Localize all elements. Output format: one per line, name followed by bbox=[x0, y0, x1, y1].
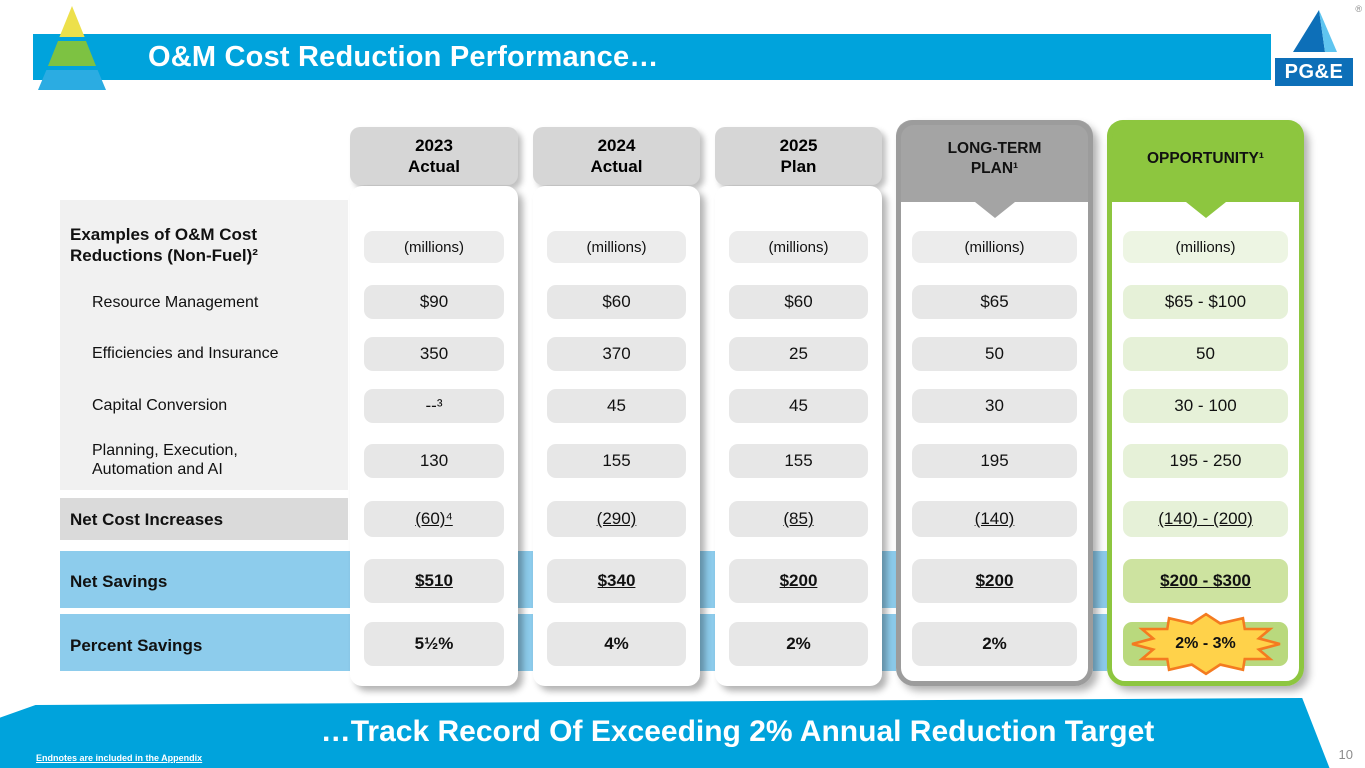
column-header-fill bbox=[1107, 120, 1304, 202]
units-cell: (millions) bbox=[729, 231, 868, 263]
resource-management-cell: $65 bbox=[912, 285, 1077, 319]
pge-logo: PG&E bbox=[1275, 8, 1353, 90]
column-2023-actual: 2023 Actual (millions) $90 350 --³ 130 (… bbox=[350, 120, 518, 686]
capital-conversion-cell: 45 bbox=[547, 389, 686, 423]
efficiencies-cell: 370 bbox=[547, 337, 686, 371]
units-cell: (millions) bbox=[364, 231, 504, 263]
planning-cell: 155 bbox=[729, 444, 868, 478]
net-cost-cell: (85) bbox=[729, 501, 868, 537]
net-cost-band bbox=[60, 498, 348, 540]
planning-cell: 130 bbox=[364, 444, 504, 478]
efficiencies-cell: 50 bbox=[1123, 337, 1288, 371]
net-savings-cell: $200 bbox=[912, 559, 1077, 603]
percent-savings-cell: 4% bbox=[547, 622, 686, 666]
registered-trademark: ® bbox=[1355, 4, 1362, 14]
net-savings-cell: $510 bbox=[364, 559, 504, 603]
column-header: OPPORTUNITY¹ bbox=[1146, 149, 1265, 167]
pyramid-logo-icon bbox=[36, 4, 108, 97]
resource-management-cell: $65 - $100 bbox=[1123, 285, 1288, 319]
units-cell: (millions) bbox=[547, 231, 686, 263]
net-cost-cell: (60)⁴ bbox=[364, 501, 504, 537]
capital-conversion-cell: 45 bbox=[729, 389, 868, 423]
section-header-label: Examples of O&M Cost Reductions (Non-Fue… bbox=[70, 225, 258, 266]
row-label-percent-savings: Percent Savings bbox=[70, 636, 203, 655]
endnotes-link[interactable]: Endnotes are included in the Appendix bbox=[36, 753, 203, 763]
resource-management-cell: $60 bbox=[729, 285, 868, 319]
page-title: O&M Cost Reduction Performance… bbox=[148, 41, 659, 73]
column-header-fill bbox=[896, 120, 1093, 202]
efficiencies-cell: 25 bbox=[729, 337, 868, 371]
column-2025-plan: 2025 Plan (millions) $60 25 45 155 (85) … bbox=[715, 120, 882, 686]
pge-sail-icon bbox=[1293, 10, 1337, 52]
net-cost-cell: (140) bbox=[912, 501, 1077, 537]
header-notch-icon bbox=[974, 202, 1015, 218]
column-long-term-plan: LONG-TERM PLAN¹ (millions) $65 50 30 195… bbox=[896, 120, 1093, 686]
capital-conversion-cell: 30 bbox=[912, 389, 1077, 423]
percent-savings-cell: 2% bbox=[912, 622, 1077, 666]
resource-management-cell: $60 bbox=[547, 285, 686, 319]
row-labels-panel bbox=[60, 200, 348, 490]
footer-banner: …Track Record Of Exceeding 2% Annual Red… bbox=[0, 698, 1330, 768]
column-2024-actual: 2024 Actual (millions) $60 370 45 155 (2… bbox=[533, 120, 700, 686]
row-label-capital-conversion: Capital Conversion bbox=[92, 397, 228, 414]
planning-cell: 155 bbox=[547, 444, 686, 478]
starburst-highlight: 2% - 3% bbox=[1130, 612, 1282, 676]
column-header: 2024 Actual bbox=[533, 127, 700, 185]
column-header: 2025 Plan bbox=[715, 127, 882, 185]
efficiencies-cell: 50 bbox=[912, 337, 1077, 371]
planning-cell: 195 - 250 bbox=[1123, 444, 1288, 478]
percent-savings-cell: 2% bbox=[729, 622, 868, 666]
starburst-icon bbox=[1131, 612, 1280, 676]
capital-conversion-cell: --³ bbox=[364, 389, 504, 423]
row-label-planning: Planning, Execution, Automation and AI bbox=[92, 442, 238, 479]
column-opportunity: OPPORTUNITY¹ (millions) $65 - $100 50 30… bbox=[1107, 120, 1304, 686]
capital-conversion-cell: 30 - 100 bbox=[1123, 389, 1288, 423]
page-number: 10 bbox=[1338, 747, 1353, 762]
title-bar: O&M Cost Reduction Performance… bbox=[33, 34, 1271, 80]
percent-savings-value: 2% - 3% bbox=[1175, 635, 1236, 652]
net-savings-cell: $200 - $300 bbox=[1123, 559, 1288, 603]
net-savings-cell: $200 bbox=[729, 559, 868, 603]
row-label-net-savings: Net Savings bbox=[70, 572, 168, 591]
percent-savings-cell: 5½% bbox=[364, 622, 504, 666]
column-header: LONG-TERM PLAN¹ bbox=[947, 139, 1042, 177]
units-cell: (millions) bbox=[1123, 231, 1288, 263]
units-cell: (millions) bbox=[912, 231, 1077, 263]
efficiencies-cell: 350 bbox=[364, 337, 504, 371]
net-cost-cell: (140) - (200) bbox=[1123, 501, 1288, 537]
net-cost-cell: (290) bbox=[547, 501, 686, 537]
pge-logo-text: PG&E bbox=[1275, 58, 1353, 86]
resource-management-cell: $90 bbox=[364, 285, 504, 319]
row-label-efficiencies: Efficiencies and Insurance bbox=[92, 345, 279, 362]
percent-savings-cell: 2% - 3% bbox=[1123, 612, 1288, 676]
row-label-net-cost-increases: Net Cost Increases bbox=[70, 510, 224, 529]
footer-banner-text: …Track Record Of Exceeding 2% Annual Red… bbox=[320, 715, 1155, 748]
net-savings-cell: $340 bbox=[547, 559, 686, 603]
planning-cell: 195 bbox=[912, 444, 1077, 478]
row-label-resource-management: Resource Management bbox=[92, 294, 259, 311]
header-notch-icon bbox=[1185, 202, 1226, 218]
column-header: 2023 Actual bbox=[350, 127, 518, 185]
